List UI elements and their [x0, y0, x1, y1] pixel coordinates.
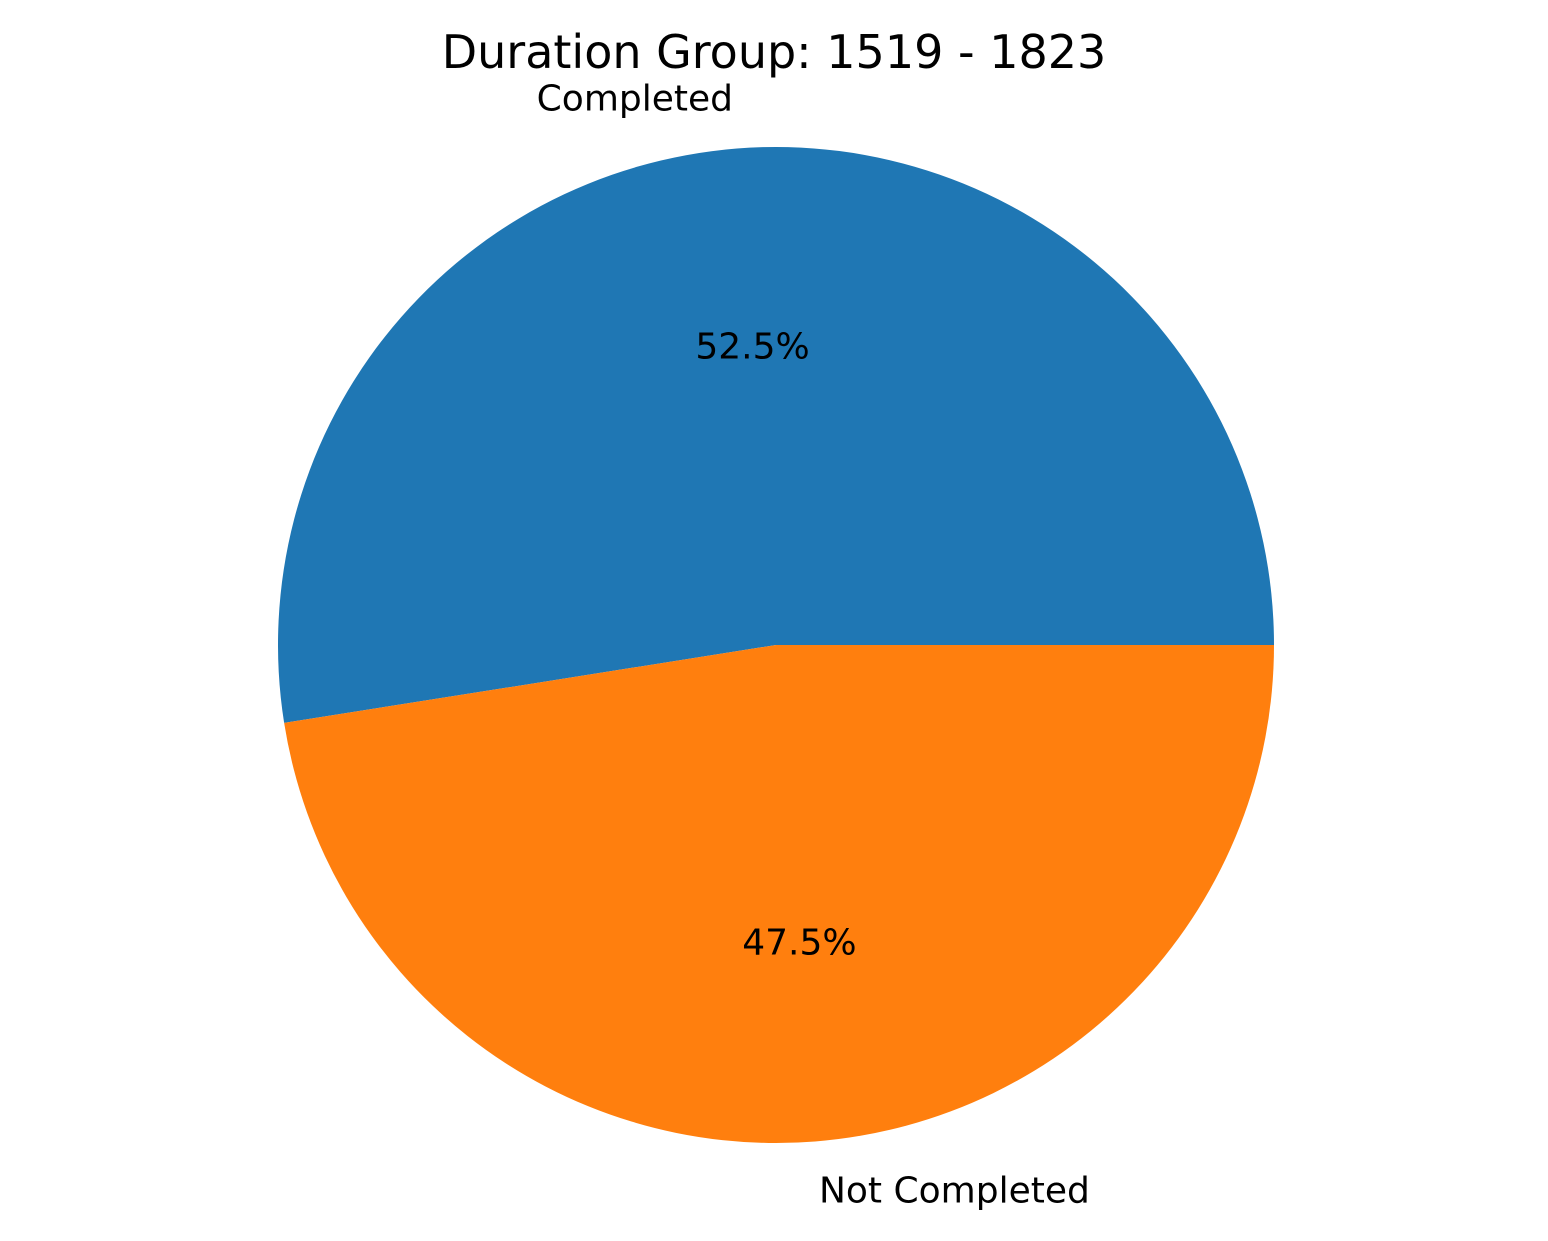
pie-slice-completed: [277, 146, 1274, 723]
chart-title: Duration Group: 1519 - 1823: [442, 25, 1107, 79]
pct-label-not-completed: 47.5%: [742, 922, 856, 963]
pie-slice-not-completed: [284, 645, 1274, 1143]
pct-label-completed: 52.5%: [695, 327, 809, 368]
slice-label-not-completed: Not Completed: [819, 1171, 1090, 1212]
pie-slices: [277, 146, 1274, 1143]
pie-labels: 52.5% Completed 47.5% Not Completed: [537, 78, 1090, 1211]
slice-label-completed: Completed: [537, 78, 733, 119]
